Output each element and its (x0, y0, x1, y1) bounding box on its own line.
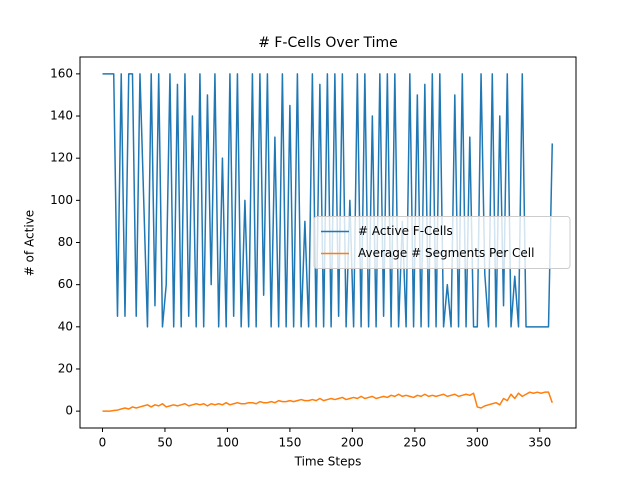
y-tick-label: 0 (65, 404, 73, 418)
y-tick-label: 40 (58, 319, 73, 333)
y-tick-label: 20 (58, 361, 73, 375)
x-tick-label: 200 (341, 436, 364, 450)
legend-label: # Active F-Cells (358, 224, 453, 238)
x-tick-label: 350 (528, 436, 551, 450)
y-tick-label: 80 (58, 235, 73, 249)
series-line (102, 73, 554, 328)
legend-label: Average # Segments Per Cell (358, 246, 534, 260)
x-axis-label: Time Steps (294, 455, 362, 469)
y-tick-label: 140 (50, 109, 73, 123)
y-axis-label: # of Active (23, 210, 37, 276)
x-tick-label: 250 (403, 436, 426, 450)
series-line (102, 391, 553, 412)
legend-box (313, 216, 571, 269)
x-tick-label: 300 (466, 436, 489, 450)
y-tick-label: 120 (50, 151, 73, 165)
x-tick-label: 100 (216, 436, 239, 450)
y-tick-label: 100 (50, 193, 73, 207)
plot-frame (79, 56, 577, 429)
y-tick-label: 60 (58, 277, 73, 291)
chart-title: # F-Cells Over Time (258, 35, 398, 51)
x-tick-label: 0 (99, 436, 107, 450)
y-tick-label: 160 (50, 66, 73, 80)
x-tick-label: 50 (157, 436, 172, 450)
x-tick-label: 150 (278, 436, 301, 450)
